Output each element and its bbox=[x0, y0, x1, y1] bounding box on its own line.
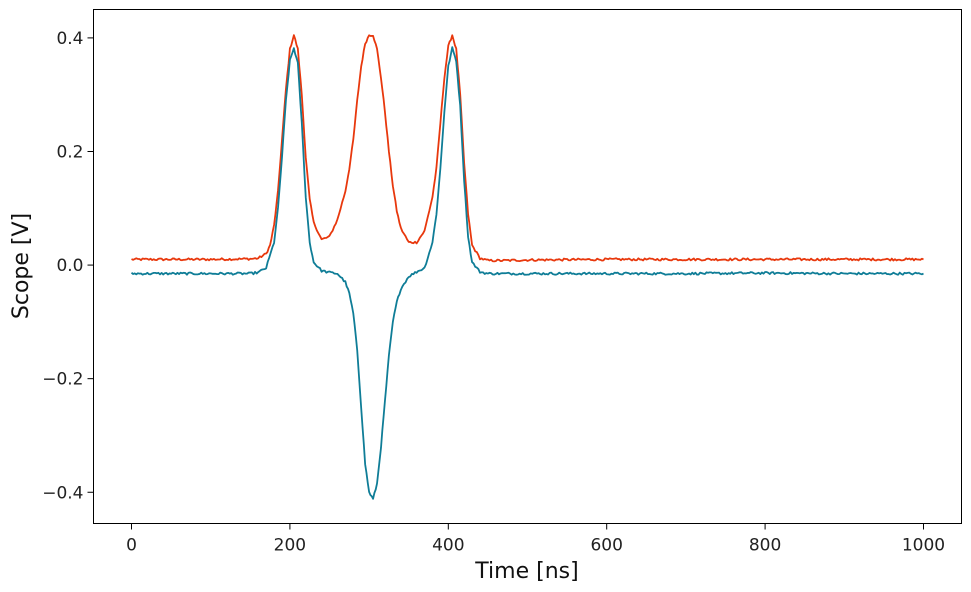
y-axis-label: Scope [V] bbox=[9, 213, 34, 319]
series-line-1 bbox=[131, 34, 924, 263]
y-tick-label: −0.4 bbox=[42, 483, 83, 503]
series-layer bbox=[130, 34, 924, 500]
x-tick-label: 800 bbox=[749, 536, 781, 556]
y-axis-ticks: 0.4 0.2 0.0 −0.2 −0.4 bbox=[42, 29, 94, 503]
y-tick-label: 0.4 bbox=[56, 29, 83, 49]
x-tick-label: 200 bbox=[274, 536, 306, 556]
series-line-2 bbox=[130, 46, 924, 500]
x-axis-label: Time [ns] bbox=[474, 559, 578, 584]
y-tick-label: −0.2 bbox=[42, 370, 83, 390]
y-tick-label: 0.2 bbox=[56, 142, 83, 162]
x-tick-label: 400 bbox=[432, 536, 464, 556]
x-tick-label: 1000 bbox=[902, 536, 945, 556]
x-tick-label: 600 bbox=[590, 536, 622, 556]
plot-frame bbox=[93, 9, 962, 524]
x-axis-ticks: 0 200 400 600 800 1000 bbox=[126, 523, 945, 556]
y-tick-label: 0.0 bbox=[56, 256, 83, 276]
x-tick-label: 0 bbox=[126, 536, 137, 556]
